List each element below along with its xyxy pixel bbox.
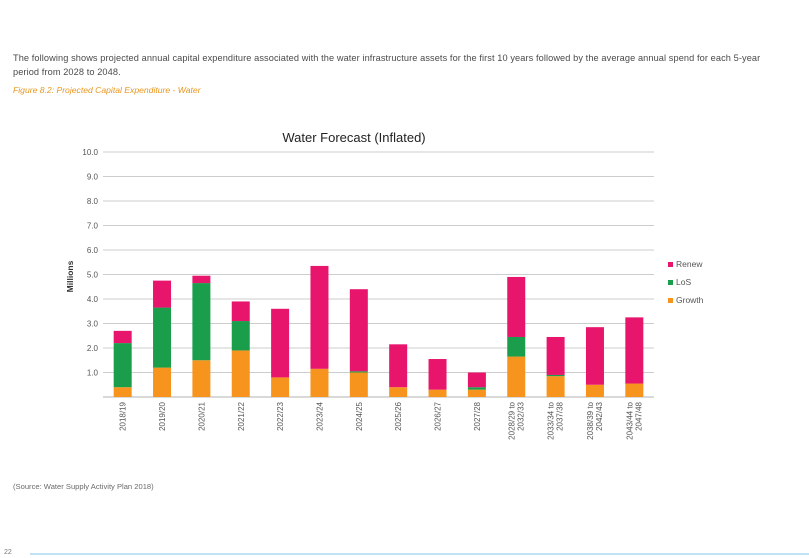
- bar-growth: [271, 377, 290, 397]
- x-tick-text: 2023/24: [315, 401, 324, 430]
- legend-label: Renew: [676, 259, 703, 269]
- x-tick-label: 2043/44 to 2047/48: [625, 401, 643, 439]
- y-tick-label: 1.0: [87, 369, 99, 378]
- x-tick-label: 2026/27: [434, 401, 443, 430]
- x-tick-text: 2027/28: [473, 401, 482, 430]
- bar-renew: [231, 301, 250, 322]
- intro-paragraph: The following shows projected annual cap…: [13, 53, 761, 77]
- x-tick-text: 2024/25: [355, 401, 364, 430]
- x-tick-label: 2020/21: [197, 401, 206, 430]
- bar-growth: [625, 383, 644, 397]
- bar-growth: [113, 387, 132, 397]
- bar-renew: [625, 317, 644, 384]
- bar-growth: [231, 350, 250, 397]
- bar-growth: [389, 387, 408, 397]
- x-tick-text: 2038/39 to: [586, 401, 595, 439]
- bar-growth: [546, 376, 565, 397]
- bar-growth: [428, 389, 447, 397]
- y-axis-ticks: 1.0 2.0 3.0 4.0 5.0 6.0 7.0 8.0 9.0 10.0: [82, 148, 98, 378]
- y-tick-label: 7.0: [87, 222, 99, 231]
- x-tick-text: 2020/21: [197, 401, 206, 430]
- x-tick-label: 2028/29 to 2032/33: [507, 401, 525, 439]
- source-note: (Source: Water Supply Activity Plan 2018…: [13, 482, 154, 491]
- legend: Renew LoS Growth: [668, 259, 704, 305]
- y-tick-label: 8.0: [87, 197, 99, 206]
- x-tick-text: 2021/22: [237, 401, 246, 430]
- figure-caption: Figure 8.2: Projected Capital Expenditur…: [13, 85, 201, 95]
- bar-los: [507, 336, 526, 357]
- bar-los: [153, 307, 172, 368]
- x-tick-text: 2043/44 to: [625, 401, 634, 439]
- bar-renew: [428, 359, 447, 390]
- bar-renew: [467, 372, 486, 388]
- bars: [113, 265, 644, 397]
- bar-growth: [349, 372, 368, 397]
- x-tick-text: 2018/19: [119, 401, 128, 430]
- x-tick-text: 2042/43: [595, 401, 604, 430]
- y-tick-label: 9.0: [87, 173, 99, 182]
- bar-growth: [310, 368, 329, 397]
- bar-los: [467, 387, 486, 390]
- x-tick-text: 2026/27: [434, 401, 443, 430]
- x-tick-text: 2025/26: [394, 401, 403, 430]
- x-tick-text: 2028/29 to: [507, 401, 516, 439]
- legend-label: LoS: [676, 277, 691, 287]
- x-tick-label: 2024/25: [355, 401, 364, 430]
- y-axis-label: Millions: [65, 260, 75, 292]
- bar-renew: [349, 289, 368, 372]
- x-tick-label: 2018/19: [119, 401, 128, 430]
- x-tick-text: 2037/38: [556, 401, 565, 430]
- bar-renew: [310, 265, 329, 369]
- legend-swatch-growth: [668, 298, 673, 303]
- y-tick-label: 5.0: [87, 271, 99, 280]
- bar-renew: [507, 276, 526, 337]
- x-tick-label: 2019/20: [158, 401, 167, 430]
- x-tick-text: 2047/48: [634, 401, 643, 430]
- x-tick-text: 2033/34 to: [547, 401, 556, 439]
- x-tick-label: 2022/23: [276, 401, 285, 430]
- x-tick-label: 2021/22: [237, 401, 246, 430]
- bar-los: [192, 283, 211, 361]
- bar-growth: [153, 367, 172, 397]
- x-tick-label: 2023/24: [315, 401, 324, 430]
- x-tick-label: 2027/28: [473, 401, 482, 430]
- bar-renew: [192, 275, 211, 284]
- bar-los: [113, 343, 132, 388]
- x-tick-text: 2019/20: [158, 401, 167, 430]
- legend-swatch-renew: [668, 262, 673, 267]
- y-tick-label: 2.0: [87, 344, 99, 353]
- bar-renew: [585, 327, 604, 385]
- x-axis-ticks: 2018/19 2019/20 2020/21 2021/22 2022/23 2023/…: [119, 401, 644, 439]
- gridlines: [103, 151, 654, 398]
- bar-renew: [153, 280, 172, 308]
- y-tick-label: 10.0: [82, 148, 98, 157]
- x-tick-text: 2032/33: [516, 401, 525, 430]
- bar-los: [546, 374, 565, 377]
- x-tick-label: 2025/26: [394, 401, 403, 430]
- bar-los: [349, 371, 368, 373]
- bar-growth: [467, 389, 486, 397]
- y-tick-label: 6.0: [87, 246, 99, 255]
- water-forecast-chart: Water Forecast (Inflated) 1.0 2.0 3.0 4.0 5.…: [65, 130, 704, 440]
- bar-renew: [271, 308, 290, 378]
- bar-los: [231, 321, 250, 351]
- y-tick-label: 3.0: [87, 320, 99, 329]
- x-tick-label: 2033/34 to 2037/38: [547, 401, 565, 439]
- bar-growth: [585, 384, 604, 397]
- x-tick-label: 2038/39 to 2042/43: [586, 401, 604, 439]
- bar-renew: [389, 344, 408, 388]
- x-tick-text: 2022/23: [276, 401, 285, 430]
- bar-renew: [546, 336, 565, 375]
- chart-title: Water Forecast (Inflated): [282, 130, 425, 145]
- bar-renew: [113, 330, 132, 344]
- footer-rule: [30, 553, 809, 555]
- bar-growth: [192, 360, 211, 397]
- page-number: 22: [4, 549, 12, 556]
- y-tick-label: 4.0: [87, 295, 99, 304]
- legend-label: Growth: [676, 295, 704, 305]
- bar-growth: [507, 356, 526, 397]
- legend-swatch-los: [668, 280, 673, 285]
